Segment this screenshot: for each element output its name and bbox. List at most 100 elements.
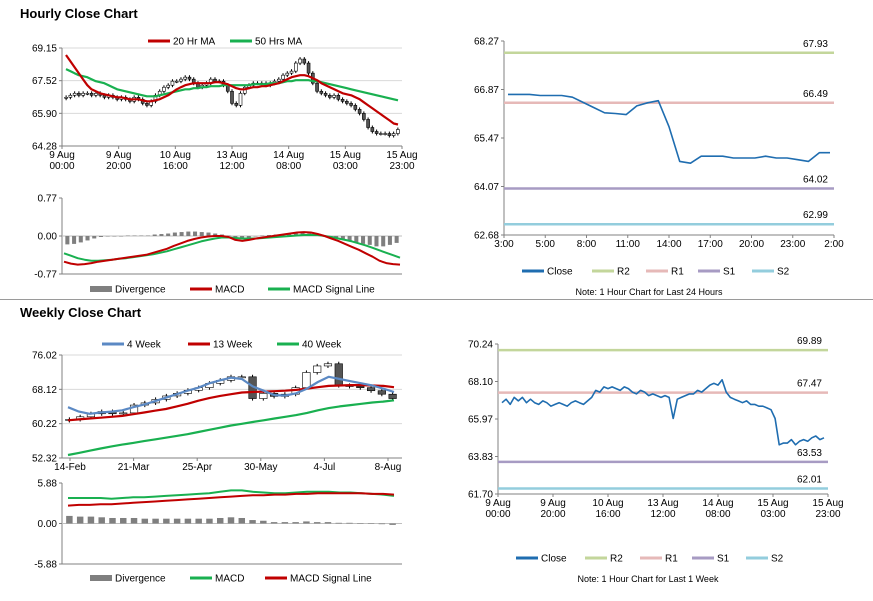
weekly-macd-divergence-bar <box>206 518 213 524</box>
weekly-candle-ytick-label: 60.22 <box>32 419 57 430</box>
hourly-macd-divergence-bar <box>145 235 151 237</box>
weekly-pivot-legend-s1-label: S1 <box>717 554 730 565</box>
weekly-macd-divergence-bar <box>335 522 342 524</box>
weekly-macd-divergence-bar <box>367 523 375 524</box>
hourly-macd-divergence-bar <box>367 236 372 245</box>
weekly-pivot-close-line <box>501 378 825 446</box>
weekly-pivot-ytick-label: 63.83 <box>468 452 493 463</box>
hourly-candle-candle <box>77 92 81 96</box>
hourly-section-title: Hourly Close Chart <box>20 6 138 21</box>
weekly-macd-divergence-bar <box>120 517 127 524</box>
weekly-pivot-level-s2-label: 62.01 <box>797 475 822 486</box>
weekly-candle-xtick-label: 25-Apr <box>182 462 213 473</box>
hourly-macd-ytick-label: 0.77 <box>38 194 58 205</box>
hourly-macd-divergence-bar <box>387 236 392 245</box>
weekly-macd-divergence-bar <box>303 521 310 524</box>
hourly-macd-divergence-bar <box>78 236 83 243</box>
hourly-candle-candle <box>298 58 302 64</box>
hourly-candle-candle <box>89 92 94 96</box>
hourly-candle-candle <box>276 78 281 82</box>
weekly-candle-candle <box>313 365 322 373</box>
weekly-macd-divergence-bar <box>130 517 138 524</box>
weekly-pivot-level-s1-label: 63.53 <box>797 448 822 459</box>
weekly-pivot-xtick-label: 15 Aug 03:00 <box>757 498 788 520</box>
hourly-candle-candle <box>213 78 217 82</box>
weekly-pivot-ytick-label: 70.24 <box>468 340 493 351</box>
section-divider <box>0 299 873 300</box>
weekly-candle-ytick-label: 76.02 <box>32 351 57 362</box>
hourly-pivot-ytick-label: 65.47 <box>474 134 499 145</box>
weekly-macd-divergence-bar <box>184 518 192 524</box>
hourly-macd-divergence-bar <box>152 234 157 236</box>
weekly-candle-candle <box>366 387 376 392</box>
hourly-candle-xtick-label: 14 Aug 08:00 <box>273 150 304 172</box>
weekly-macd-legend-macd-label: MACD <box>215 574 244 585</box>
weekly-macd-divergence-bar <box>249 520 256 524</box>
weekly-pivot-xtick-label: 10 Aug 16:00 <box>592 498 623 520</box>
hourly-pivot-ytick-label: 66.87 <box>474 85 499 96</box>
hourly-candle-candle <box>345 101 349 104</box>
weekly-candle-candle <box>356 386 365 388</box>
hourly-candle-ytick-label: 65.90 <box>32 109 57 120</box>
hourly-candle-ytick-label: 67.52 <box>32 76 57 87</box>
weekly-macd-divergence-bar <box>389 523 396 525</box>
hourly-candle-candle <box>306 62 311 74</box>
hourly-pivot-xtick-label: 5:00 <box>536 239 556 250</box>
weekly-pivot-legend-s2-label: S2 <box>771 554 784 565</box>
weekly-pivot-legend-r2-label: R2 <box>610 554 623 565</box>
hourly-macd-divergence-bar <box>92 236 97 239</box>
weekly-candle-ma4-line <box>67 375 395 415</box>
weekly-pivot-ytick-label: 68.10 <box>468 377 493 388</box>
hourly-pivot-legend-s1-label: S1 <box>723 267 736 278</box>
weekly-candle-ytick-label: 68.12 <box>32 385 57 396</box>
hourly-candle-candle <box>68 94 73 98</box>
hourly-legend-20hr-ma-label: 20 Hr MA <box>173 37 216 48</box>
hourly-macd-divergence-bar <box>72 236 77 244</box>
hourly-macd-legend-signal-label: MACD Signal Line <box>293 285 375 296</box>
weekly-pivot-level-r2-label: 69.89 <box>797 336 822 347</box>
hourly-pivot-close-line <box>508 93 830 164</box>
hourly-candle-candle <box>234 103 239 106</box>
hourly-macd-divergence-bar <box>287 233 292 236</box>
weekly-candle-xtick-label: 30-May <box>244 462 277 473</box>
hourly-pivot-ytick-label: 68.27 <box>474 37 499 48</box>
hourly-macd-divergence-bar <box>354 236 359 243</box>
hourly-candle-candle <box>379 133 383 135</box>
hourly-candle-candle <box>183 76 188 80</box>
weekly-candle-candle <box>259 393 268 399</box>
hourly-macd-divergence-bar <box>253 236 258 237</box>
hourly-candle-candle <box>81 92 85 96</box>
hourly-pivot-xtick-label: 3:00 <box>494 239 514 250</box>
hourly-candle-candle <box>362 113 366 120</box>
hourly-macd-divergence-bar <box>233 236 238 238</box>
hourly-candle-candle <box>166 84 170 88</box>
hourly-macd-divergence-bar <box>179 232 184 236</box>
hourly-macd-divergence-bar <box>119 236 124 237</box>
hourly-candle-candle <box>340 99 345 102</box>
hourly-macd-legend-macd-label: MACD <box>215 285 244 296</box>
hourly-candle-candle <box>64 97 68 99</box>
weekly-macd-legend-divergence-swatch <box>90 575 112 581</box>
hourly-macd-macd-line <box>63 231 401 266</box>
hourly-candle-candle <box>391 133 396 136</box>
hourly-candle-candle <box>94 92 98 96</box>
hourly-macd-divergence-bar <box>125 235 130 237</box>
hourly-macd-divergence-bar <box>98 236 103 237</box>
hourly-macd-divergence-bar <box>166 233 171 236</box>
hourly-macd-divergence-bar <box>240 236 245 239</box>
hourly-candle-candle <box>315 82 319 92</box>
weekly-candle-xtick-label: 14-Feb <box>54 462 86 473</box>
hourly-pivot-xtick-label: 17:00 <box>698 239 723 250</box>
hourly-macd-divergence-bar <box>246 236 251 238</box>
hourly-candle-candle <box>370 127 375 132</box>
hourly-candle-candle <box>349 103 353 106</box>
hourly-macd-divergence-bar <box>105 236 110 237</box>
weekly-macd-divergence-bar <box>357 523 364 524</box>
hourly-macd-ytick-label: -0.77 <box>34 270 57 281</box>
weekly-macd-divergence-bar <box>270 522 278 524</box>
hourly-pivot-xtick-label: 2:00 <box>824 239 844 250</box>
weekly-candle-ma13-line <box>67 384 395 422</box>
hourly-pivot-xtick-label: 14:00 <box>656 239 681 250</box>
weekly-macd-legend-divergence-label: Divergence <box>115 574 166 585</box>
